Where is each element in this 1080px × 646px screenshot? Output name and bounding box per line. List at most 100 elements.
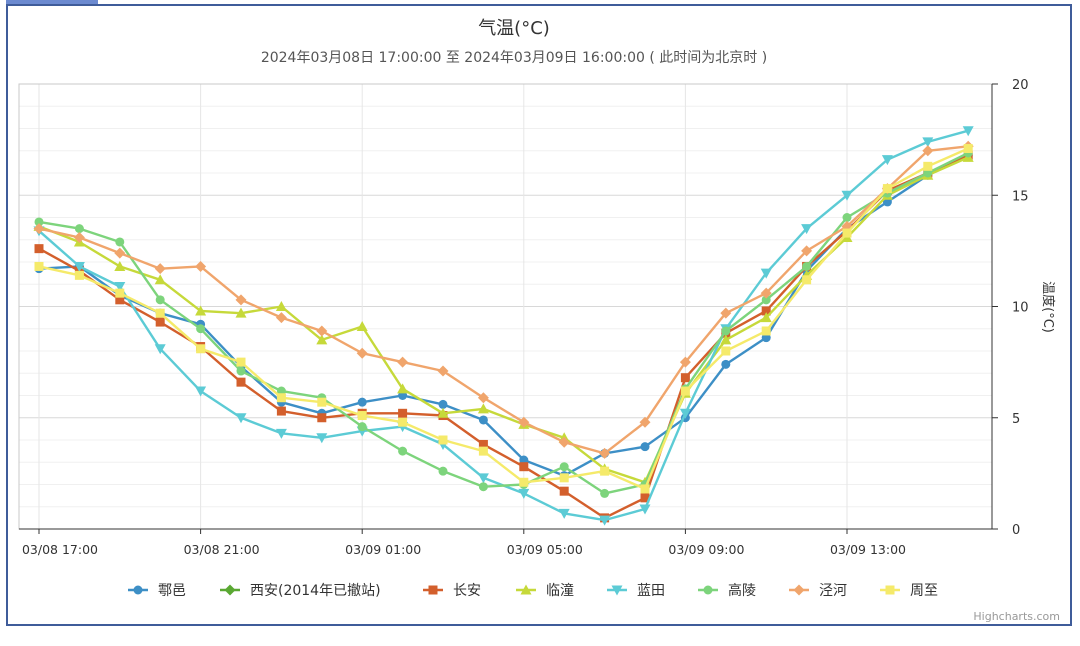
data-point[interactable] [115,295,125,305]
data-point[interactable] [235,294,247,306]
data-point[interactable] [34,217,44,227]
data-point[interactable] [519,462,529,472]
data-point[interactable] [559,462,569,472]
data-point[interactable] [154,274,166,285]
data-point[interactable] [114,260,126,271]
data-point[interactable] [356,321,368,332]
data-point[interactable] [34,261,44,271]
data-point[interactable] [680,373,690,383]
data-point[interactable] [721,326,731,336]
data-point[interactable] [397,383,409,394]
data-point[interactable] [398,446,408,456]
data-point[interactable] [518,488,530,499]
data-point[interactable] [881,155,893,166]
highcharts-credit[interactable]: Highcharts.com [973,610,1060,623]
data-point[interactable] [74,224,84,234]
data-point[interactable] [802,275,812,285]
data-point[interactable] [558,436,570,448]
legend-item[interactable]: 临潼 [516,582,574,599]
data-point[interactable] [963,144,973,154]
legend-marker[interactable] [428,585,438,595]
data-point[interactable] [275,301,287,311]
data-point[interactable] [882,184,892,194]
legend-marker[interactable] [520,584,532,595]
data-point[interactable] [559,486,569,496]
data-point[interactable] [841,190,853,201]
data-point[interactable] [154,344,166,355]
legend-marker[interactable] [133,585,143,595]
data-point[interactable] [114,247,126,259]
data-point[interactable] [558,508,570,519]
data-point[interactable] [236,366,246,376]
data-point[interactable] [275,312,287,324]
legend-marker[interactable] [224,584,236,596]
data-point[interactable] [196,324,206,334]
data-point[interactable] [720,334,732,345]
data-point[interactable] [195,260,207,272]
data-point[interactable] [438,466,448,476]
data-point[interactable] [155,317,165,327]
legend-marker[interactable] [793,584,805,596]
data-point[interactable] [115,237,125,247]
series-line[interactable] [38,145,969,455]
data-point[interactable] [477,392,489,404]
data-point[interactable] [155,295,165,305]
data-point[interactable] [519,477,529,487]
data-point[interactable] [640,493,650,503]
data-point[interactable] [922,145,934,157]
data-point[interactable] [74,270,84,280]
legend-item[interactable]: 泾河 [789,583,847,599]
data-point[interactable] [518,416,530,428]
legend-item[interactable]: 蓝田 [607,583,665,599]
data-point[interactable] [398,408,408,418]
data-point[interactable] [398,417,408,427]
legend-item[interactable]: 西安(2014年已撤站) [220,583,381,599]
data-point[interactable] [236,377,246,387]
data-point[interactable] [639,504,651,515]
data-point[interactable] [114,281,126,292]
series-line[interactable] [38,156,969,484]
data-point[interactable] [357,422,367,432]
data-point[interactable] [115,288,125,298]
data-point[interactable] [962,126,974,137]
data-point[interactable] [154,263,166,275]
legend-item[interactable]: 高陵 [698,582,756,599]
data-point[interactable] [356,347,368,359]
data-point[interactable] [477,473,489,484]
data-point[interactable] [235,307,247,318]
series-line[interactable] [38,147,969,491]
data-point[interactable] [196,344,206,354]
data-point[interactable] [760,287,772,299]
data-point[interactable] [761,295,771,305]
data-point[interactable] [317,413,327,423]
data-point[interactable] [801,245,813,257]
data-point[interactable] [760,268,772,279]
data-point[interactable] [316,433,328,444]
data-point[interactable] [600,466,610,476]
legend-item[interactable]: 周至 [880,583,938,599]
data-point[interactable] [640,484,650,494]
legend-marker[interactable] [703,585,713,595]
legend-item[interactable]: 长安 [423,583,481,599]
data-point[interactable] [599,515,611,526]
legend-marker[interactable] [885,585,895,595]
data-point[interactable] [316,325,328,337]
data-point[interactable] [34,244,44,254]
data-point[interactable] [761,326,771,336]
data-point[interactable] [33,223,45,235]
data-point[interactable] [155,308,165,318]
data-point[interactable] [437,407,449,418]
data-point[interactable] [721,346,731,356]
data-point[interactable] [679,356,691,368]
legend-marker[interactable] [611,585,623,596]
data-point[interactable] [317,397,327,407]
data-point[interactable] [679,408,691,419]
data-point[interactable] [73,232,85,244]
data-point[interactable] [195,305,207,316]
data-point[interactable] [73,261,85,272]
data-point[interactable] [720,307,732,319]
data-point[interactable] [276,393,286,403]
data-point[interactable] [559,473,569,483]
data-point[interactable] [640,442,650,452]
data-point[interactable] [600,488,610,498]
